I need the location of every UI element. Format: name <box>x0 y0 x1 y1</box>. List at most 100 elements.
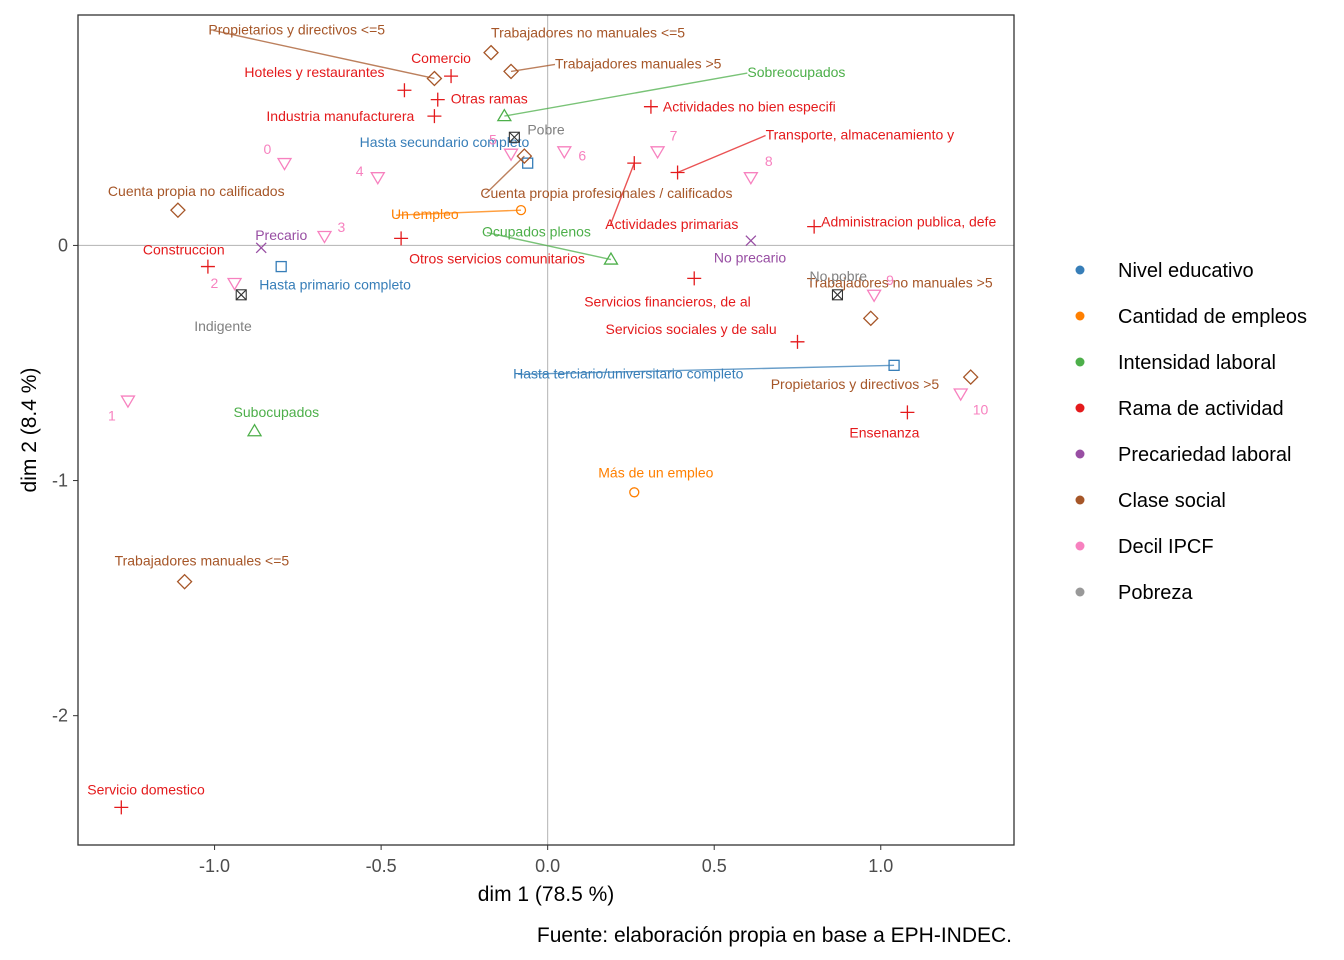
point-label: No pobre <box>809 268 867 284</box>
point-label: Servicios sociales y de salu <box>605 321 776 337</box>
y-tick-label: 0 <box>58 235 68 255</box>
series-6: 0 1 2 3 4 5 6 7 8 9 10 <box>108 127 989 423</box>
point-label: 5 <box>489 132 497 148</box>
legend-key <box>1075 495 1085 505</box>
point-marker <box>962 369 979 386</box>
label-leader <box>518 364 895 376</box>
point-marker <box>483 44 499 61</box>
point-label: 4 <box>356 163 364 179</box>
point-label: 10 <box>973 402 989 418</box>
point-label: Subocupados <box>234 404 320 420</box>
label-leader <box>484 155 525 195</box>
legend-key <box>1075 265 1085 275</box>
x-tick-label: -1.0 <box>199 856 230 876</box>
x-axis-title: dim 1 (78.5 %) <box>478 883 615 906</box>
point-label: Administracion publica, defe <box>821 214 996 230</box>
label-leader <box>504 72 748 117</box>
panel-border <box>77 14 1015 846</box>
point-label: Ocupados plenos <box>482 224 591 240</box>
series-7: Pobre Indigente No pobre <box>194 121 867 334</box>
point-label: Pobre <box>527 121 565 137</box>
legend-label: Intensidad laboral <box>1118 352 1276 374</box>
label-leader <box>395 209 522 216</box>
point-marker <box>430 92 445 107</box>
legend-label: Nivel educativo <box>1118 260 1254 282</box>
point-marker <box>649 146 666 160</box>
point-marker <box>394 231 409 246</box>
y-tick-label: -2 <box>52 706 68 726</box>
point-label: Otros servicios comunitarios <box>409 250 585 266</box>
point-marker <box>426 70 443 87</box>
point-marker <box>627 156 642 171</box>
point-marker <box>427 109 442 124</box>
x-tick-label: -0.5 <box>366 856 397 876</box>
point-marker <box>170 202 186 219</box>
point-marker <box>790 334 805 349</box>
point-marker <box>316 230 333 244</box>
x-tick-label: 1.0 <box>868 856 893 876</box>
point-marker <box>120 395 136 409</box>
label-leader <box>486 231 612 261</box>
point-label: Actividades primarias <box>605 216 738 232</box>
point-marker <box>496 108 512 122</box>
point-label: 9 <box>886 272 894 288</box>
point-marker <box>114 800 129 815</box>
label-leader <box>213 29 435 80</box>
point-marker <box>370 172 386 186</box>
point-label: Cuenta propia no calificados <box>108 183 285 199</box>
point-label: 7 <box>670 127 678 143</box>
point-marker <box>953 388 969 402</box>
point-marker <box>246 423 263 437</box>
legend-label: Clase social <box>1118 490 1226 512</box>
y-axis-title: dim 2 (8.4 %) <box>18 368 41 493</box>
point-label: Industria manufacturera <box>266 108 414 124</box>
series-4: Precario No precario <box>255 227 786 266</box>
point-label: Servicios financieros, de al <box>584 293 751 309</box>
point-label: Actividades no bien especifi <box>663 99 836 115</box>
point-label: Hasta terciario/universitario completo <box>513 365 744 381</box>
point-label: Comercio <box>411 50 471 66</box>
point-label: 1 <box>108 408 116 424</box>
point-marker <box>226 277 243 291</box>
point-label: Sobreocupados <box>747 64 845 80</box>
point-marker <box>862 310 879 327</box>
point-marker <box>603 251 619 265</box>
point-marker <box>629 487 640 498</box>
point-label: Hoteles y restaurantes <box>244 64 384 80</box>
label-leader <box>510 63 556 73</box>
legend-label: Precariedad laboral <box>1118 444 1291 466</box>
legend-key <box>1075 541 1085 551</box>
point-label: 8 <box>765 153 773 169</box>
point-marker <box>687 271 702 286</box>
point-label: Propietarios y directivos <=5 <box>208 21 385 37</box>
legend-label: Rama de actividad <box>1118 398 1284 420</box>
point-label: Más de un empleo <box>598 464 713 480</box>
point-label: Trabajadores manuales <=5 <box>115 553 290 569</box>
point-label: No precario <box>714 250 787 266</box>
point-marker <box>276 157 293 171</box>
point-marker <box>807 219 822 234</box>
point-label: Trabajadores no manuales >5 <box>807 274 993 290</box>
point-marker <box>508 131 520 143</box>
point-marker <box>515 205 527 216</box>
point-label: Hasta secundario completo <box>360 134 530 150</box>
label-leader <box>677 134 766 174</box>
point-label: Construccion <box>143 242 225 258</box>
legend-key <box>1075 403 1085 413</box>
point-label: Servicio domestico <box>87 781 205 797</box>
legend-label: Pobreza <box>1118 582 1193 604</box>
point-marker <box>275 260 287 273</box>
point-marker <box>866 289 882 303</box>
point-label: Otras ramas <box>451 91 528 107</box>
point-marker <box>831 289 844 301</box>
point-label: Precario <box>255 227 307 243</box>
legend-key <box>1075 357 1085 367</box>
point-marker <box>397 83 412 98</box>
legend: Nivel educativo Cantidad de empleos Intens… <box>1075 260 1307 604</box>
x-tick-label: 0.0 <box>535 856 560 876</box>
label-leader <box>609 162 635 226</box>
point-label: 6 <box>578 147 586 163</box>
series-0: Hasta primario completo Hasta secundario … <box>259 134 895 381</box>
